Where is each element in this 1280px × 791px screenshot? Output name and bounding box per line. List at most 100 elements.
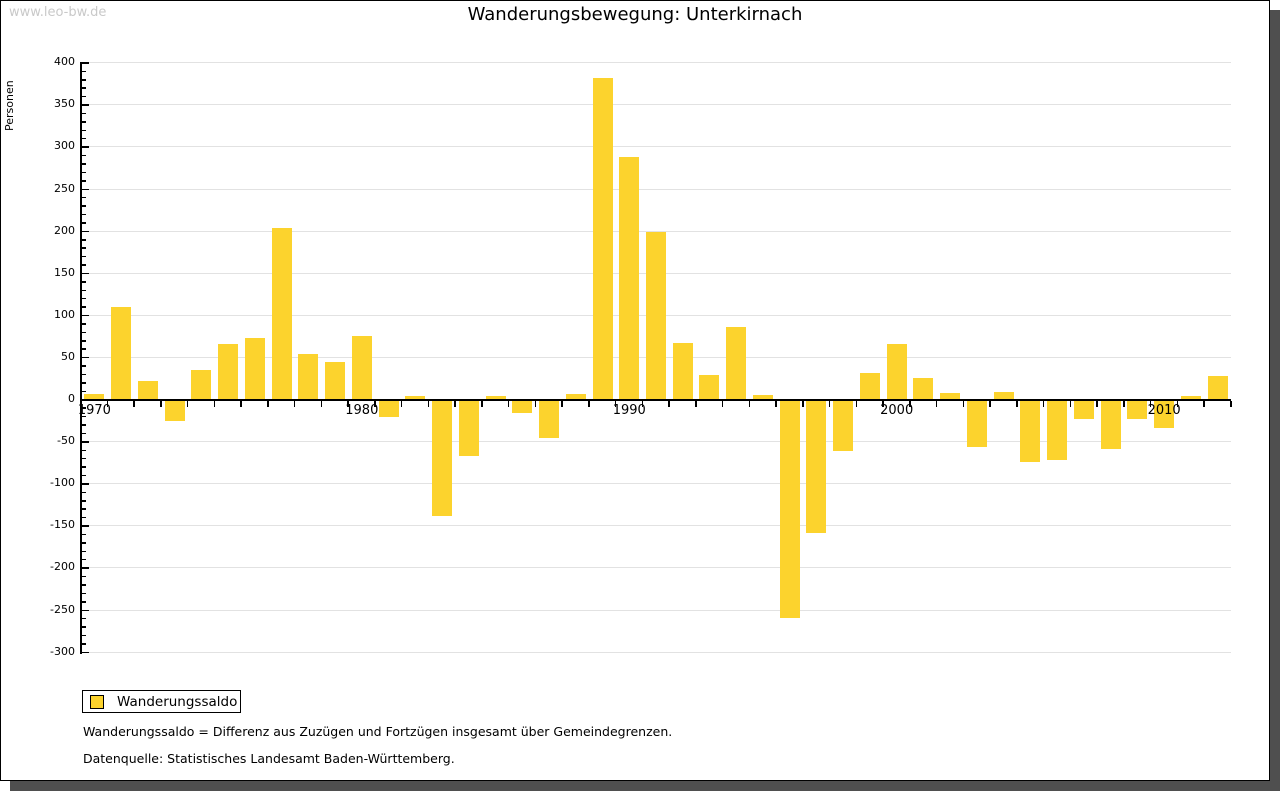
y-minor-tick [82,264,86,266]
watermark: www.leo-bw.de [9,5,107,20]
gridline [81,188,1231,190]
x-tick [160,401,162,407]
y-major-tick [82,104,89,106]
y-minor-tick [82,500,86,502]
gridline [81,651,1231,653]
y-minor-tick [82,382,86,384]
bar-2009 [1127,401,1148,419]
y-major-tick [82,230,89,233]
y-minor-tick [82,432,86,435]
x-tick [614,401,617,407]
y-tick-label: -200 [50,560,75,574]
bar-2010 [1154,401,1175,428]
gridline [81,483,1231,485]
x-tick [106,401,109,407]
legend-swatch [90,694,104,709]
y-minor-tick [82,550,86,553]
gridline [81,230,1231,232]
y-minor-tick [82,163,86,165]
y-minor-tick [82,449,86,452]
y-major-tick [82,567,89,569]
bar-1994 [726,326,747,399]
y-minor-tick [82,70,86,73]
bar-1972 [137,381,158,399]
bar-2007 [1073,401,1094,419]
x-tick-label: 1970 [77,403,111,418]
x-tick [1123,401,1125,407]
bar-2002 [940,393,961,399]
y-minor-tick [82,474,86,477]
bar-1970 [84,393,105,399]
x-tick [1042,401,1045,407]
y-major-tick [82,356,89,359]
y-minor-tick [82,171,86,174]
x-tick [507,401,510,407]
bar-1971 [111,307,132,399]
y-minor-tick [82,533,86,536]
footnote-definition: Wanderungssaldo = Differenz aus Zuzügen … [83,724,673,739]
x-tick [481,401,483,407]
x-tick [534,401,537,407]
y-minor-tick [82,466,86,468]
y-major-tick [82,314,89,317]
gridline [81,62,1231,64]
x-tick [1203,401,1205,407]
y-minor-tick [82,281,86,283]
y-minor-tick [82,95,86,98]
bar-2005 [1020,401,1041,462]
x-tick-label: 2010 [1147,403,1181,418]
y-minor-tick [82,584,86,586]
y-minor-tick [82,306,86,308]
x-tick [989,401,991,407]
x-tick [293,401,296,407]
chart-page: www.leo-bw.de Wanderungsbewegung: Unterk… [0,0,1270,781]
y-minor-tick [82,331,86,334]
y-tick-label: 0 [68,392,75,405]
bar-1999 [859,372,880,399]
x-tick [641,401,644,407]
x-tick [267,401,269,407]
y-minor-tick [82,634,86,637]
bar-1978 [298,353,319,399]
x-tick [1149,401,1152,407]
x-tick [935,401,938,407]
x-tick [855,401,858,407]
y-minor-tick [82,154,86,157]
x-tick [454,401,456,407]
bar-1990 [619,156,640,399]
x-tick [748,401,751,407]
bar-1982 [405,395,426,399]
x-tick [347,401,349,407]
y-minor-tick [82,558,86,561]
bar-1991 [646,232,666,399]
y-major-tick [82,272,89,275]
y-minor-tick [82,373,86,376]
bar-2001 [913,377,934,399]
bar-1975 [218,344,239,399]
x-tick [802,401,804,407]
bar-1973 [164,401,185,422]
y-minor-tick [82,575,86,578]
bar-1984 [458,401,479,456]
y-minor-tick [82,365,86,367]
y-tick-label: 100 [54,307,75,321]
bar-1997 [806,401,827,534]
x-tick [400,401,403,407]
y-tick-label: 250 [54,181,75,195]
y-minor-tick [82,289,86,292]
y-minor-tick [82,87,86,89]
y-minor-tick [82,79,86,81]
x-tick [427,401,430,407]
y-minor-tick [82,415,86,418]
x-tick [374,401,376,407]
y-minor-tick [82,542,86,544]
x-tick [320,401,323,407]
y-minor-tick [82,137,86,140]
y-minor-tick [82,121,86,123]
y-minor-tick [82,424,86,426]
footnote-source: Datenquelle: Statistisches Landesamt Bad… [83,751,455,766]
y-minor-tick [82,457,86,460]
x-tick-label: 1990 [612,403,646,418]
x-tick [909,401,911,407]
